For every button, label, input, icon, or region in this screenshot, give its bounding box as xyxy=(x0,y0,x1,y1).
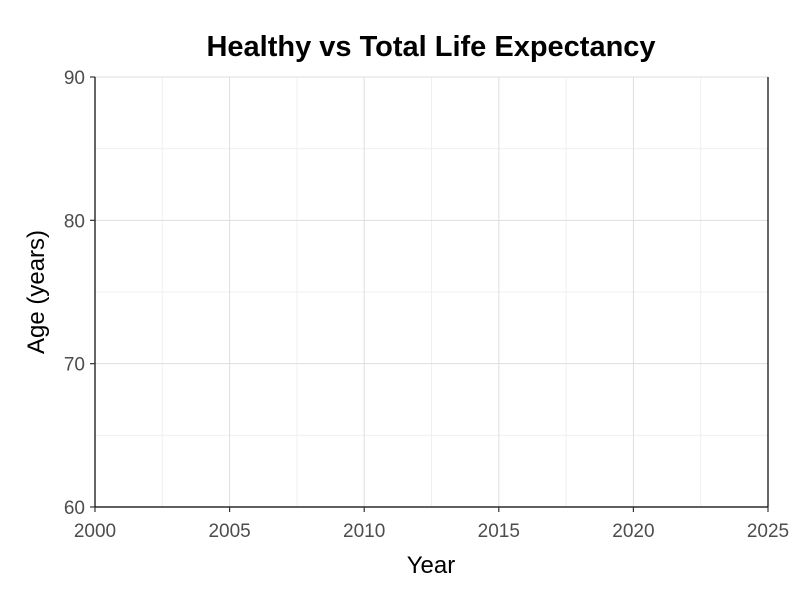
x-tick-label: 2015 xyxy=(478,521,520,542)
tick-labels: 2000 2005 2010 2015 2020 2025 60 70 80 90 xyxy=(64,68,789,542)
y-tick-label: 80 xyxy=(64,211,85,232)
chart-title: Healthy vs Total Life Expectancy xyxy=(206,31,655,63)
y-axis-title: Age (years) xyxy=(23,230,50,354)
y-tick-label: 90 xyxy=(64,68,85,89)
y-tick-label: 60 xyxy=(64,498,85,519)
x-tick-label: 2000 xyxy=(74,521,116,542)
axes xyxy=(90,76,769,512)
x-axis-title: Year xyxy=(407,552,456,579)
x-tick-label: 2020 xyxy=(612,521,654,542)
x-tick-label: 2005 xyxy=(208,521,250,542)
x-tick-label: 2025 xyxy=(747,521,789,542)
y-tick-label: 70 xyxy=(64,355,85,376)
x-tick-label: 2010 xyxy=(343,521,385,542)
